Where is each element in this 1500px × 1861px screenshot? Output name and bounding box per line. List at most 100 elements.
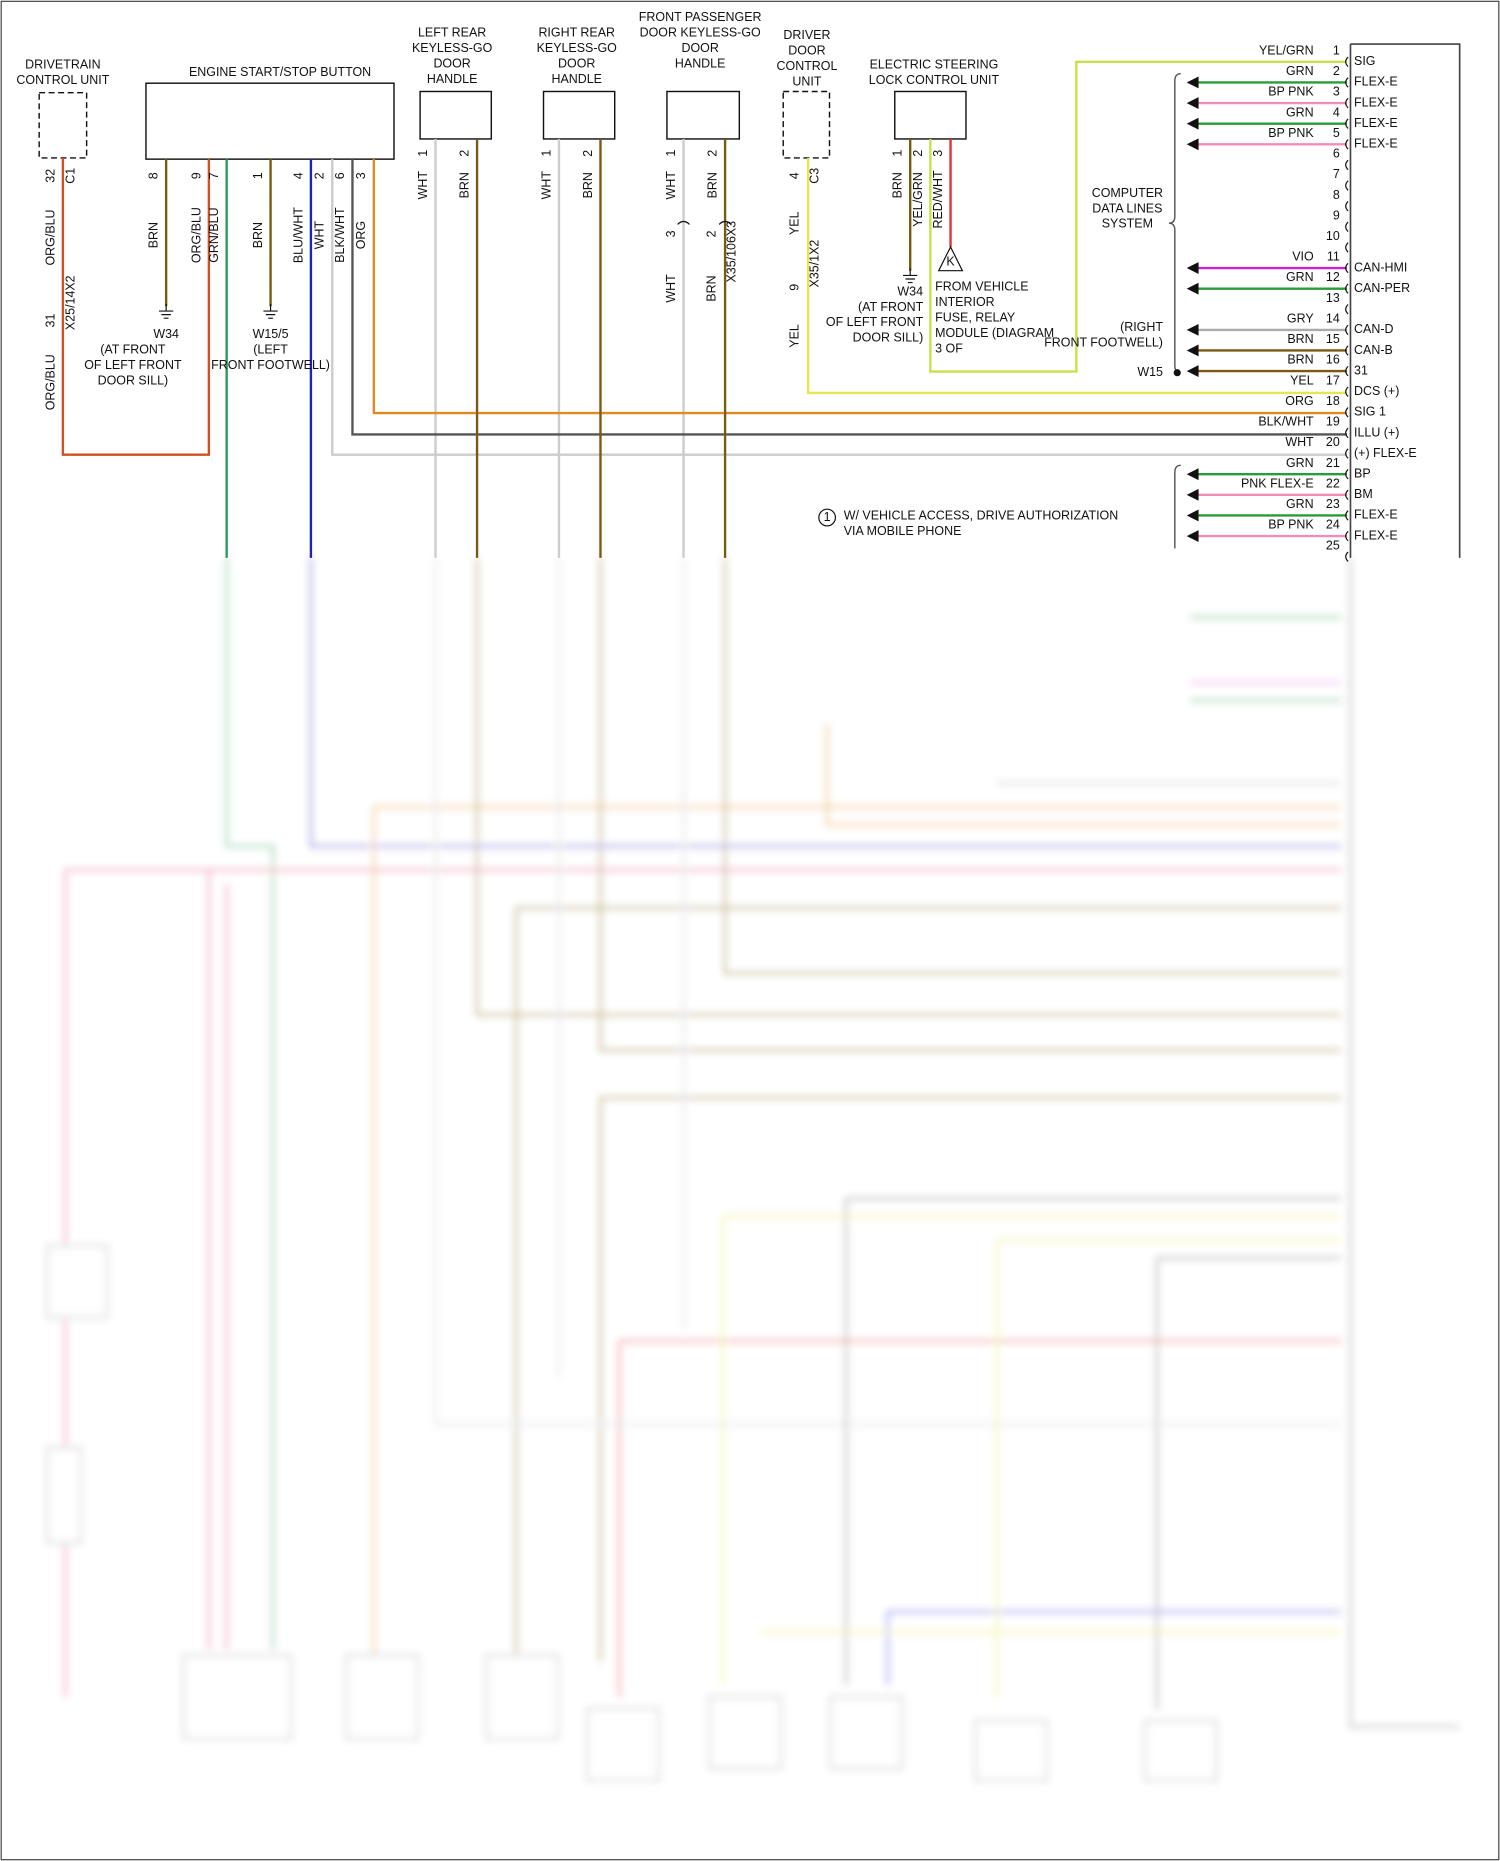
pin-function: DCS (+) <box>1354 384 1399 398</box>
pin-number: 10 <box>1326 229 1340 243</box>
pin-hook <box>1345 262 1349 274</box>
fuse-ref-text: INTERIOR <box>935 295 995 309</box>
pin-function: CAN-HMI <box>1354 260 1407 274</box>
pin-number: 3 <box>931 150 945 157</box>
pin-number: 6 <box>333 172 347 179</box>
pin-number: 22 <box>1326 476 1340 490</box>
front-passenger-box <box>666 90 741 140</box>
pin-number: 1 <box>416 150 430 157</box>
pin-number: 20 <box>1326 435 1340 449</box>
pin-hook <box>1345 469 1349 480</box>
ground-location: (LEFT <box>253 342 288 356</box>
component-label: RIGHT REAR <box>538 26 615 40</box>
wire-color: WHT <box>664 171 678 200</box>
arrow <box>1186 323 1199 336</box>
wire-color: BRN <box>457 172 471 198</box>
component-label: SYSTEM <box>1102 217 1153 231</box>
wire-color: BRN <box>1287 353 1313 367</box>
wire-color: GRN <box>1286 105 1314 119</box>
wire-color: GRN <box>1286 497 1314 511</box>
ground-symbol <box>263 303 278 319</box>
pin-number: 14 <box>1326 311 1340 325</box>
pin-hook <box>1345 489 1349 500</box>
pin-hook <box>1345 427 1349 439</box>
ground-location: DOOR SILL) <box>98 373 169 387</box>
pin-number: 8 <box>147 172 161 179</box>
pin-hook <box>1345 283 1349 294</box>
pin-function: SIG <box>1354 54 1375 68</box>
component-label: DOOR <box>788 43 825 57</box>
pin-number: 32 <box>43 169 57 183</box>
ground-symbol <box>903 268 918 284</box>
pin-function: CAN-B <box>1354 343 1393 357</box>
note-symbol: 1 <box>824 510 831 524</box>
pin-number: 2 <box>313 172 327 179</box>
ground-location: OF LEFT FRONT <box>826 315 924 329</box>
pin-hook <box>1345 510 1349 521</box>
arrow <box>1186 530 1199 543</box>
pin-hook <box>1345 407 1349 418</box>
arrow <box>1186 138 1199 151</box>
pin-hook <box>1345 97 1349 109</box>
ground-id: W34 <box>897 284 923 298</box>
pin-function: SIG 1 <box>1354 405 1386 419</box>
pin-number: 7 <box>207 172 221 179</box>
component-label: DRIVETRAIN <box>25 58 100 72</box>
pin-number: 7 <box>1333 167 1340 181</box>
pin-function: FLEX-E <box>1354 116 1398 130</box>
pin-function: FLEX-E <box>1354 508 1398 522</box>
wire-color: YEL <box>1290 373 1314 387</box>
component-label: KEYLESS-GO <box>412 41 493 55</box>
pin-number: 12 <box>1326 270 1340 284</box>
ground-location: FRONT FOOTWELL) <box>211 358 330 372</box>
pin-number: 2 <box>706 150 720 157</box>
pin-number: 2 <box>704 230 718 237</box>
blurred-section <box>46 557 1460 1781</box>
pin-hook <box>1345 551 1349 562</box>
wire-color: BRN <box>1287 332 1313 346</box>
wire-color: VIO <box>1292 250 1314 264</box>
wire-color: WHT <box>664 274 678 303</box>
fuse-ref-text: 3 OF <box>935 341 963 355</box>
wire-color: ORG/BLU <box>43 209 57 265</box>
connector-id: X35/1X2 <box>808 240 822 288</box>
engine-button-box <box>145 82 395 160</box>
wire-color: ORG/BLU <box>43 354 57 410</box>
splice <box>677 220 732 225</box>
wire-color: GRN <box>1286 64 1314 78</box>
pin-number: 1 <box>1333 43 1340 57</box>
component-label: ELECTRIC STEERING <box>870 58 999 72</box>
ground-symbol <box>1173 369 1181 377</box>
note-text: VIA MOBILE PHONE <box>844 524 962 538</box>
pin-number: 1 <box>539 150 553 157</box>
connector-id: C3 <box>808 168 822 184</box>
wire-color: BRN <box>581 172 595 198</box>
pin-function: 31 <box>1354 363 1368 377</box>
pin-hook <box>1345 530 1349 542</box>
wire-color: BRN <box>147 222 161 248</box>
pin-number: 18 <box>1326 394 1340 408</box>
pin-function: (+) FLEX-E <box>1354 446 1417 460</box>
pin-function: CAN-D <box>1354 322 1393 336</box>
driver-door-box <box>782 90 831 159</box>
ground-id: W15/5 <box>253 327 289 341</box>
wire-color: BP PNK <box>1268 126 1314 140</box>
pin-hook <box>1345 139 1349 150</box>
pin-number: 23 <box>1326 497 1340 511</box>
fuse-symbol: K <box>946 255 955 269</box>
pin-function: BM <box>1354 487 1373 501</box>
pin-number: 3 <box>354 172 368 179</box>
connector-id: X35/106X3 <box>724 221 738 283</box>
pin-number: 2 <box>457 150 471 157</box>
component-label: CONTROL <box>777 59 838 73</box>
component-label: HANDLE <box>551 72 602 86</box>
pin-number: 3 <box>664 230 678 237</box>
connector-box <box>1349 43 1461 558</box>
pin-hook <box>1345 77 1349 88</box>
pin-number: 1 <box>891 150 905 157</box>
pin-number: 31 <box>43 314 57 328</box>
wire-color: GRN/BLU <box>207 207 221 262</box>
component-label: ENGINE START/STOP BUTTON <box>189 65 371 79</box>
